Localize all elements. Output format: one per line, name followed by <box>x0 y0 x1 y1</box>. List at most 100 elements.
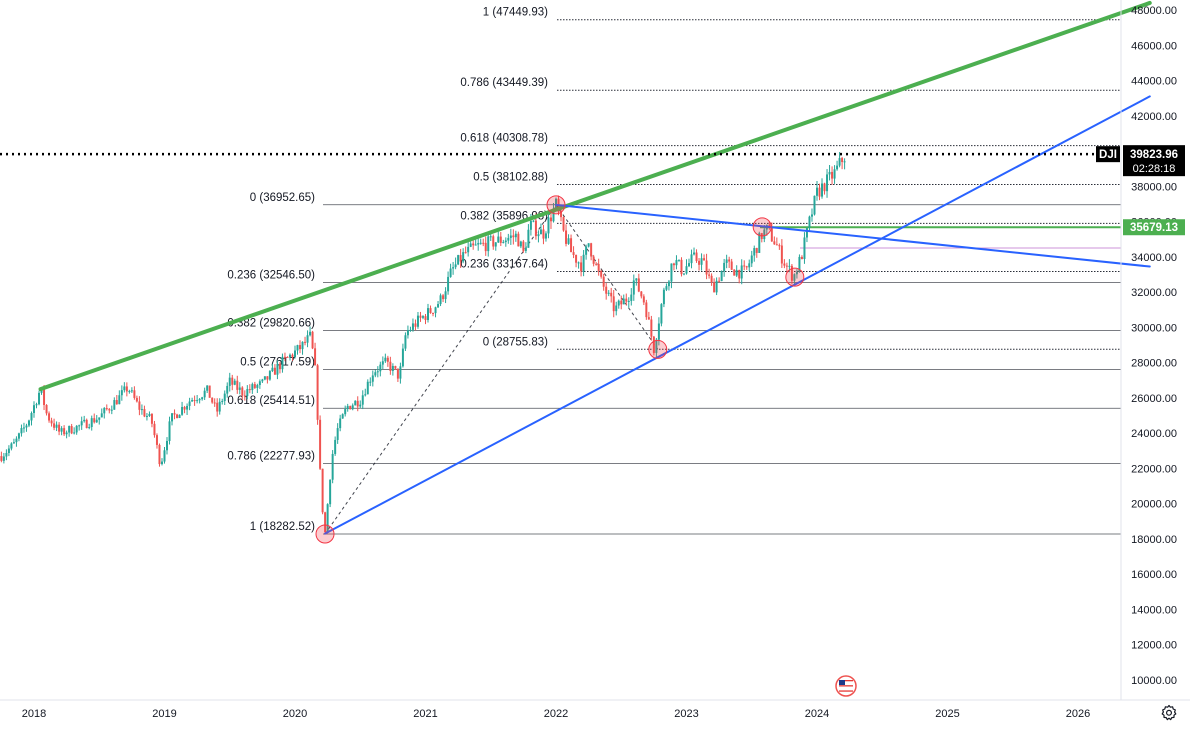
candle-body <box>236 380 239 390</box>
candle-body <box>10 443 13 449</box>
candle-body <box>203 390 206 398</box>
candle-body <box>592 256 595 264</box>
candle-body <box>775 244 778 246</box>
candle-body <box>494 242 497 247</box>
candle-body <box>65 432 68 435</box>
candle-body <box>467 246 470 253</box>
candle-body <box>645 302 648 318</box>
candle-body <box>166 440 169 451</box>
candle-body <box>427 308 430 320</box>
candle-body <box>168 421 171 441</box>
candle-body <box>128 391 131 393</box>
candle-body <box>20 428 23 434</box>
candle-body <box>153 423 156 436</box>
candle-body <box>429 308 432 313</box>
candle-body <box>647 317 650 320</box>
price-tick-label: 38000.00 <box>1131 181 1177 193</box>
price-tick-label: 26000.00 <box>1131 393 1177 405</box>
candle-body <box>243 395 246 397</box>
candle-body <box>444 291 447 300</box>
candle-body <box>12 442 15 444</box>
candle-body <box>472 243 475 246</box>
candle-body <box>15 438 18 443</box>
fib-level-label: 0.618 (40308.78) <box>460 133 548 145</box>
gear-icon[interactable] <box>1160 704 1178 722</box>
fib-retracement-group[interactable]: 1 (47449.93) 0.786 (43449.39) 0.618 (40308… <box>227 7 1121 535</box>
time-tick-label: 2021 <box>413 708 437 720</box>
candle-body <box>715 280 718 293</box>
candle-body <box>570 238 573 253</box>
price-axis[interactable]: 48000.00 46000.00 44000.00 42000.00 38000.00… <box>1131 5 1177 687</box>
trend-lines-group[interactable] <box>38 0 1152 535</box>
fib-level-label: 0.236 (33167.64) <box>460 259 548 271</box>
candle-body <box>560 211 563 218</box>
candle-body <box>743 265 746 267</box>
green-trend-line[interactable] <box>38 0 1152 392</box>
candle-body <box>690 254 693 264</box>
fib-level-label: 1 (18282.52) <box>250 521 315 533</box>
candle-body <box>354 400 357 406</box>
candle-body <box>763 229 766 240</box>
candle-body <box>145 415 148 417</box>
candle-body <box>745 266 748 268</box>
candle-body <box>750 255 753 264</box>
candle-body <box>582 254 585 272</box>
candle-body <box>45 405 48 414</box>
candle-body <box>517 233 520 247</box>
fib-level-label: 0.618 (25414.51) <box>227 395 315 407</box>
candle-body <box>391 365 394 371</box>
pivot-marker <box>785 267 805 287</box>
candle-body <box>720 271 723 282</box>
price-tick-label: 46000.00 <box>1131 40 1177 52</box>
candle-body <box>233 380 236 385</box>
candle-body <box>261 379 264 382</box>
candle-body <box>143 409 146 417</box>
candle-body <box>389 361 392 371</box>
us-flag-icon[interactable] <box>835 675 857 697</box>
candle-body <box>785 265 788 267</box>
fib-level-label: 1 (47449.93) <box>483 7 548 19</box>
candle-body <box>572 252 575 255</box>
event-icon-group[interactable] <box>835 675 857 697</box>
candle-body <box>672 263 675 266</box>
candle-body <box>158 444 161 465</box>
candle-body <box>532 220 535 222</box>
candle-body <box>273 367 276 375</box>
candle-body <box>329 479 332 505</box>
candle-body <box>211 397 214 403</box>
candle-body <box>341 414 344 419</box>
candle-body <box>369 381 372 383</box>
candle-body <box>130 390 133 392</box>
candle-body <box>680 259 683 275</box>
candle-body <box>68 426 71 433</box>
candle-body <box>2 456 5 461</box>
candle-body <box>667 281 670 287</box>
blue-trend-line[interactable] <box>324 95 1151 535</box>
candle-body <box>562 217 565 231</box>
candle-body <box>386 357 389 362</box>
candle-body <box>266 376 269 380</box>
pivot-markers-group <box>315 195 805 544</box>
candle-body <box>527 229 530 248</box>
time-tick-label: 2019 <box>152 708 176 720</box>
candle-body <box>793 274 796 281</box>
candle-body <box>567 238 570 244</box>
candle-body <box>118 395 121 405</box>
candle-body <box>88 427 91 429</box>
candle-body <box>263 376 266 380</box>
blue-trend-line[interactable] <box>555 203 1151 268</box>
candle-body <box>838 158 841 166</box>
candle-body <box>188 401 191 406</box>
time-axis[interactable]: 2018 2019 2020 2021 2022 2023 2024 2025 2026 <box>22 708 1090 720</box>
candle-body <box>78 425 81 427</box>
candle-body <box>640 291 643 297</box>
time-tick-label: 2023 <box>674 708 698 720</box>
candle-body <box>25 425 28 428</box>
candle-body <box>612 296 615 312</box>
candle-body <box>283 356 286 358</box>
candle-body <box>655 339 658 353</box>
price-tick-label: 24000.00 <box>1131 428 1177 440</box>
candle-body <box>826 174 829 192</box>
